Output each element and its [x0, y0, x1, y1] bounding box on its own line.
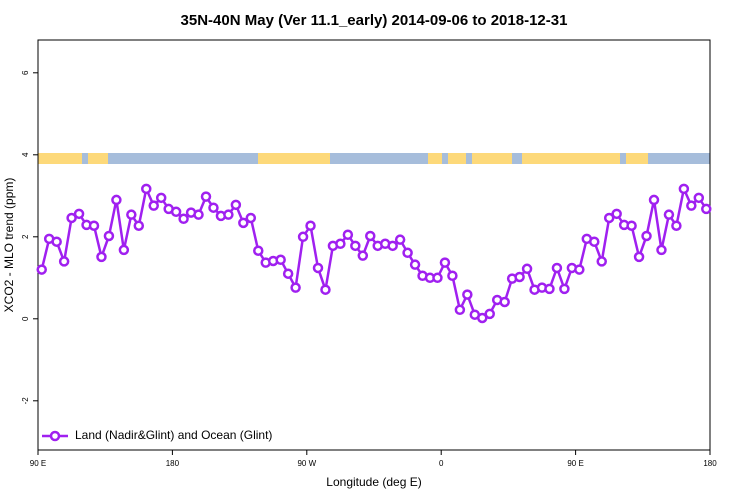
y-tick-label: 0: [21, 316, 30, 321]
data-point: [297, 231, 309, 243]
data-point: [208, 202, 219, 213]
x-tick-label: 180: [166, 459, 180, 468]
land-strip: [472, 153, 512, 164]
data-point: [559, 283, 570, 295]
data-point: [253, 245, 264, 256]
legend-label: Land (Nadir&Glint) and Ocean (Glint): [75, 428, 272, 442]
data-point: [200, 191, 212, 202]
data-point: [118, 244, 130, 256]
data-point: [96, 251, 107, 263]
data-line: [40, 184, 708, 320]
data-point: [693, 192, 705, 204]
surface-strip: [38, 153, 710, 164]
data-point: [477, 312, 488, 324]
data-point: [103, 230, 115, 242]
data-point: [320, 284, 331, 295]
data-point: [170, 206, 182, 218]
data-point: [641, 230, 652, 242]
data-point: [305, 220, 316, 231]
data-point: [312, 262, 324, 274]
y-tick-label: 2: [21, 234, 30, 239]
data-point: [454, 304, 466, 316]
data-point: [223, 209, 234, 220]
data-point: [544, 283, 555, 295]
x-tick-label: 90 E: [567, 459, 583, 468]
data-point: [648, 194, 660, 206]
data-point: [678, 183, 690, 195]
data-point: [282, 268, 294, 279]
data-point: [350, 240, 361, 252]
data-point: [394, 234, 406, 245]
land-strip: [258, 153, 330, 164]
y-axis-label: XCO2 - MLO trend (ppm): [2, 178, 16, 313]
data-point: [663, 209, 675, 220]
data-point: [671, 220, 682, 231]
data-point: [148, 200, 159, 211]
data-point: [36, 264, 47, 275]
y-tick-label: 6: [21, 70, 30, 75]
data-point: [447, 270, 458, 281]
data-point: [633, 251, 645, 263]
data-point: [686, 200, 697, 211]
data-point: [603, 212, 615, 224]
data-point: [499, 296, 510, 308]
data-point: [611, 208, 622, 220]
data-point: [626, 220, 637, 231]
land-strip: [448, 153, 466, 164]
data-point: [126, 209, 137, 220]
data-point: [357, 250, 369, 261]
data-point: [402, 247, 413, 259]
data-point: [335, 238, 346, 250]
data-point: [656, 244, 667, 256]
land-strip: [428, 153, 442, 164]
data-point: [439, 257, 451, 268]
data-point: [409, 259, 421, 270]
x-axis-label: Longitude (deg E): [326, 475, 421, 489]
y-tick-label: 4: [21, 152, 30, 157]
data-point: [193, 209, 204, 220]
data-point: [484, 308, 495, 320]
data-point: [387, 240, 398, 252]
data-point: [596, 256, 607, 267]
data-point: [111, 194, 122, 206]
land-strip: [38, 153, 82, 164]
legend-marker: [49, 430, 61, 442]
data-point: [73, 208, 85, 220]
data-point: [141, 183, 152, 195]
data-point: [155, 192, 167, 204]
data-point: [514, 271, 525, 283]
land-strip: [626, 153, 648, 164]
data-point: [238, 217, 249, 229]
data-point: [230, 199, 242, 211]
data-point: [178, 213, 189, 225]
x-tick-label: 90 E: [30, 459, 46, 468]
data-point: [589, 236, 600, 247]
data-point: [51, 236, 62, 247]
data-point: [432, 272, 443, 284]
data-point: [574, 264, 585, 275]
data-point: [290, 282, 301, 293]
data-point: [462, 289, 473, 300]
data-point: [133, 220, 145, 231]
data-point: [58, 256, 70, 267]
land-strip: [88, 153, 108, 164]
data-point: [701, 203, 712, 215]
data-point: [275, 254, 286, 266]
data-point: [66, 212, 77, 224]
data-point: [551, 262, 563, 274]
x-tick-label: 180: [703, 459, 717, 468]
data-point: [245, 212, 257, 224]
land-strip: [522, 153, 620, 164]
ocean-strip: [38, 153, 710, 164]
y-tick-label: -2: [21, 397, 30, 405]
x-tick-label: 90 W: [297, 459, 316, 468]
chart-title: 35N-40N May (Ver 11.1_early) 2014-09-06 …: [181, 12, 568, 29]
data-point: [88, 220, 100, 231]
data-point: [342, 229, 354, 240]
x-tick-label: 0: [439, 459, 444, 468]
data-point: [365, 230, 376, 242]
plot-frame: [37, 39, 711, 451]
data-point: [521, 263, 533, 275]
